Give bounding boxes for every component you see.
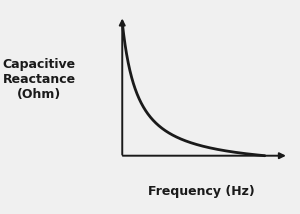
Text: Capacitive
Reactance
(Ohm): Capacitive Reactance (Ohm) [2, 58, 76, 101]
Text: Frequency (Hz): Frequency (Hz) [148, 186, 254, 198]
